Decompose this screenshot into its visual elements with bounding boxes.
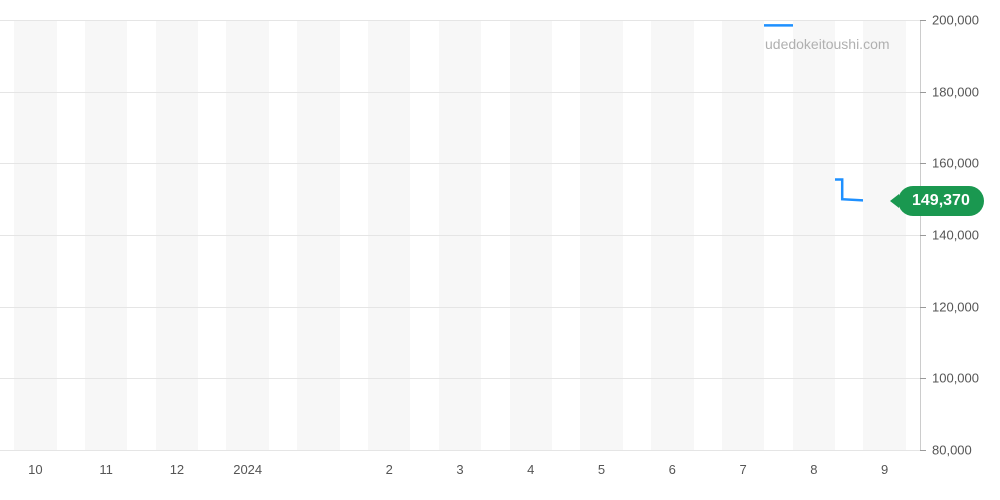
y-tick [920,378,926,379]
y-axis-label: 120,000 [932,299,979,314]
y-tick [920,163,926,164]
plot-area [0,20,920,450]
x-axis-label: 8 [810,462,817,477]
x-axis-label: 11 [99,462,113,477]
gridline [0,20,920,21]
current-price-badge: 149,370 [898,186,984,216]
y-axis-label: 180,000 [932,84,979,99]
y-axis-label: 100,000 [932,371,979,386]
gridline [0,235,920,236]
watermark-text: udedokeitoushi.com [765,36,890,52]
x-axis-label: 9 [881,462,888,477]
price-chart: udedokeitoushi.com 149,370 80,000 100,000… [0,0,1000,500]
y-axis-label: 140,000 [932,228,979,243]
watermark: udedokeitoushi.com [765,36,890,52]
y-tick [920,20,926,21]
x-axis-label: 2024 [233,462,262,477]
gridline [0,307,920,308]
x-axis-label: 3 [456,462,463,477]
y-axis-label: 200,000 [932,13,979,28]
y-axis-label: 160,000 [932,156,979,171]
current-price-value: 149,370 [912,192,970,209]
y-axis-label: 80,000 [932,443,972,458]
gridline [0,163,920,164]
x-axis-label: 12 [170,462,184,477]
x-axis-label: 4 [527,462,534,477]
x-axis-label: 5 [598,462,605,477]
gridline [0,450,920,451]
y-tick [920,307,926,308]
y-tick [920,450,926,451]
x-axis-label: 10 [28,462,42,477]
x-axis-label: 6 [669,462,676,477]
gridline [0,378,920,379]
y-tick [920,235,926,236]
x-axis-label: 2 [386,462,393,477]
y-tick [920,92,926,93]
x-axis-label: 7 [739,462,746,477]
gridline [0,92,920,93]
